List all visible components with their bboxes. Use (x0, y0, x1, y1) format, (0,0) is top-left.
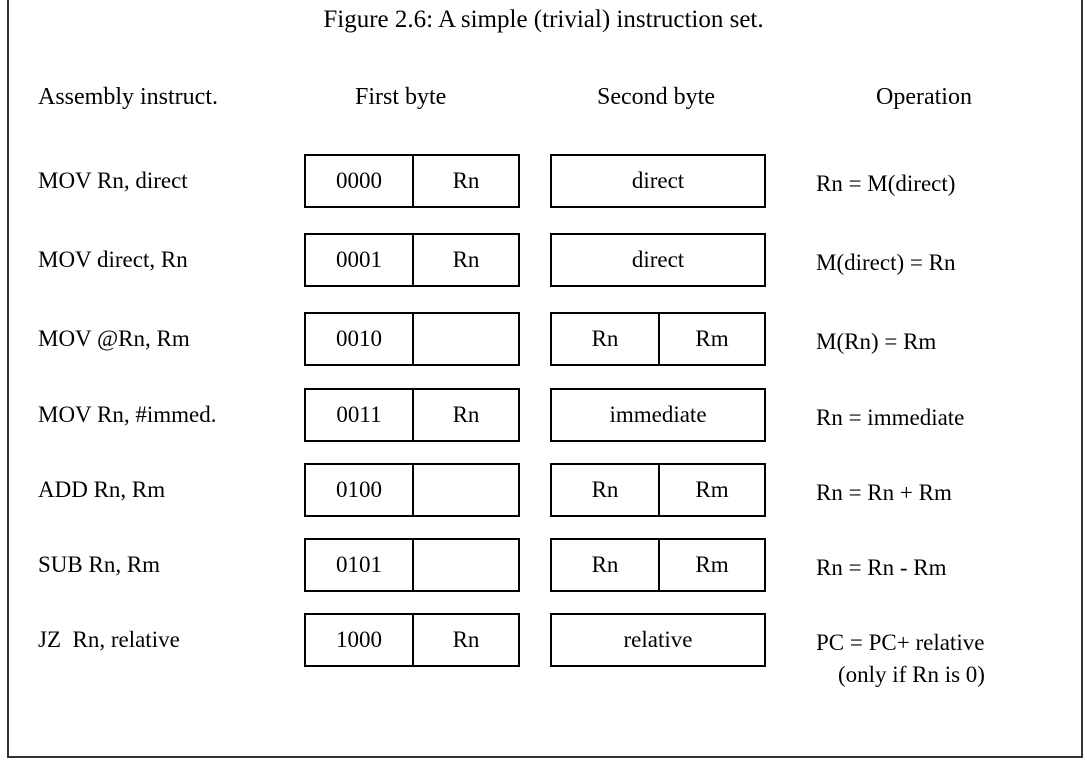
second-byte-cell: Rm (658, 314, 764, 364)
figure-title: Figure 2.6: A simple (trivial) instructi… (323, 6, 764, 33)
second-byte-cell: immediate (609, 402, 707, 427)
operation-text: Rn = Rn + Rm (816, 477, 952, 509)
header-assembly: Assembly instruct. (38, 84, 218, 110)
instruction-row: JZ Rn, relative 1000 Rn relative PC = PC+ re… (0, 613, 1087, 687)
header-first-byte: First byte (355, 84, 447, 110)
header-second-byte: Second byte (597, 84, 715, 110)
second-byte-box: immediate (550, 388, 766, 442)
operation-line: Rn = Rn - Rm (816, 555, 947, 580)
assembly-instruction: JZ Rn, relative (38, 627, 180, 652)
operation-text: Rn = immediate (816, 402, 964, 434)
instruction-row: MOV @Rn, Rm 0010 Rn Rm M(Rn) = Rm (0, 312, 1087, 368)
operation-text: PC = PC+ relative (only if Rn is 0) (816, 627, 985, 691)
second-byte-box: Rn Rm (550, 312, 766, 366)
second-byte-cell: relative (623, 627, 693, 652)
operation-line: Rn = M(direct) (816, 171, 956, 196)
second-byte-cell: Rn (591, 552, 619, 577)
register-cell: Rn (452, 627, 480, 652)
second-byte-cell: direct (631, 247, 685, 272)
header-operation: Operation (876, 84, 972, 110)
register-cell (414, 540, 518, 590)
second-byte-box: direct (550, 233, 766, 287)
instruction-row: MOV Rn, direct 0000 Rn direct Rn = M(direct) (0, 154, 1087, 210)
figure-frame (7, 0, 1083, 758)
register-cell: Rn (452, 247, 480, 272)
operation-line: Rn = immediate (816, 405, 965, 430)
opcode-cell: 0100 (306, 465, 414, 515)
assembly-instruction: SUB Rn, Rm (38, 552, 161, 577)
second-byte-cell: Rm (658, 540, 764, 590)
opcode-cell: 0011 (306, 390, 414, 440)
first-byte-box: 0100 (304, 463, 520, 517)
assembly-instruction: MOV Rn, direct (38, 168, 188, 193)
operation-text: M(direct) = Rn (816, 247, 955, 279)
second-byte-box: Rn Rm (550, 538, 766, 592)
operation-line: M(direct) = Rn (816, 250, 956, 275)
register-cell (414, 465, 518, 515)
second-byte-cell: direct (631, 168, 685, 193)
instruction-row: SUB Rn, Rm 0101 Rn Rm Rn = Rn - Rm (0, 538, 1087, 594)
register-cell (414, 314, 518, 364)
assembly-instruction: ADD Rn, Rm (38, 477, 166, 502)
instruction-row: ADD Rn, Rm 0100 Rn Rm Rn = Rn + Rm (0, 463, 1087, 519)
opcode-cell: 1000 (306, 615, 414, 665)
second-byte-cell: Rm (658, 465, 764, 515)
opcode-cell: 0101 (306, 540, 414, 590)
operation-text: Rn = M(direct) (816, 168, 955, 200)
second-byte-box: relative (550, 613, 766, 667)
register-cell: Rn (452, 402, 480, 427)
register-cell: Rn (452, 168, 480, 193)
first-byte-box: 0011 Rn (304, 388, 520, 442)
assembly-instruction: MOV Rn, #immed. (38, 402, 217, 427)
operation-note: (only if Rn is 0) (838, 662, 985, 687)
opcode-cell: 0000 (306, 156, 414, 206)
second-byte-box: direct (550, 154, 766, 208)
instruction-row: MOV Rn, #immed. 0011 Rn immediate Rn = immed… (0, 388, 1087, 444)
operation-line: PC = PC+ relative (816, 630, 985, 655)
second-byte-box: Rn Rm (550, 463, 766, 517)
operation-line: Rn = Rn + Rm (816, 480, 952, 505)
assembly-instruction: MOV @Rn, Rm (38, 326, 190, 351)
operation-text: Rn = Rn - Rm (816, 552, 947, 584)
second-byte-cell: Rn (591, 477, 619, 502)
first-byte-box: 0101 (304, 538, 520, 592)
opcode-cell: 0001 (306, 235, 414, 285)
operation-line: M(Rn) = Rm (816, 329, 937, 354)
opcode-cell: 0010 (306, 314, 414, 364)
first-byte-box: 1000 Rn (304, 613, 520, 667)
first-byte-box: 0010 (304, 312, 520, 366)
second-byte-cell: Rn (591, 326, 619, 351)
operation-text: M(Rn) = Rm (816, 326, 936, 358)
assembly-instruction: MOV direct, Rn (38, 247, 188, 272)
first-byte-box: 0001 Rn (304, 233, 520, 287)
instruction-row: MOV direct, Rn 0001 Rn direct M(direct) = Rn (0, 233, 1087, 289)
first-byte-box: 0000 Rn (304, 154, 520, 208)
